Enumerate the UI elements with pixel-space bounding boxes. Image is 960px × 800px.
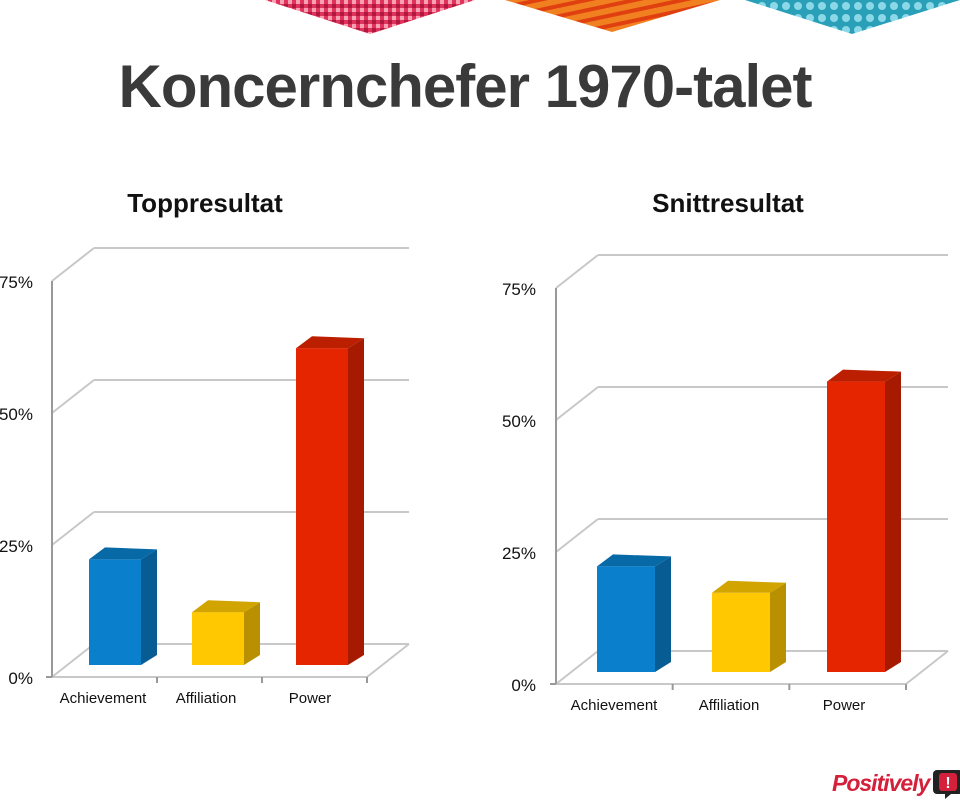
bar-side xyxy=(655,556,671,672)
bar-achievement xyxy=(597,554,671,672)
y-tick-label: 50% xyxy=(502,412,536,431)
bar-affiliation xyxy=(712,580,786,672)
y-tick-label: 75% xyxy=(502,280,536,299)
bar-side xyxy=(885,371,901,672)
bar-side xyxy=(770,582,786,672)
y-tick-label: 50% xyxy=(0,405,33,424)
speech-bubble-icon: ! xyxy=(933,770,960,799)
decorative-ribbons xyxy=(265,0,960,34)
gridline-diag xyxy=(51,643,95,678)
x-tick-label: Achievement xyxy=(571,697,659,714)
floor-edge-diag xyxy=(905,650,949,685)
bar-front xyxy=(712,592,770,672)
y-tick-label: 75% xyxy=(0,273,33,292)
bar-front xyxy=(296,348,348,665)
gridline-diag xyxy=(51,379,95,414)
x-tick-label: Power xyxy=(289,690,332,707)
gridline-diag xyxy=(555,386,599,421)
bar-top xyxy=(296,336,364,349)
bar-top xyxy=(827,369,901,382)
bar-side xyxy=(244,602,260,665)
bar-top xyxy=(89,547,157,560)
ribbon-pink xyxy=(265,0,475,34)
x-tick-label: Affiliation xyxy=(176,690,237,707)
gridline-diag xyxy=(555,650,599,685)
y-tick-label: 0% xyxy=(511,676,536,695)
floor-edge-diag xyxy=(366,643,410,678)
positively-logo: Positively ! xyxy=(832,766,960,800)
bar-top xyxy=(712,580,786,593)
gridline-diag xyxy=(555,518,599,553)
y-tick-label: 25% xyxy=(502,544,536,563)
x-tick-label: Achievement xyxy=(60,690,148,707)
bar-front xyxy=(827,381,885,672)
bar-affiliation xyxy=(192,600,260,665)
bar-achievement xyxy=(89,547,157,665)
logo-text: Positively xyxy=(832,769,930,796)
y-tick-label: 0% xyxy=(8,669,33,688)
bar-front xyxy=(597,566,655,672)
bar-power xyxy=(296,336,364,665)
logo-mark: ! xyxy=(946,775,951,792)
bar-top xyxy=(192,600,260,613)
gridline-diag xyxy=(51,511,95,546)
bar-side xyxy=(141,549,157,665)
bar-front xyxy=(192,612,244,665)
page-title: Koncernchefer 1970-talet xyxy=(118,53,813,120)
bar-power xyxy=(827,369,901,672)
gridline-diag xyxy=(555,254,599,289)
bar-front xyxy=(89,559,141,665)
bar-side xyxy=(348,338,364,665)
x-tick-label: Power xyxy=(823,697,866,714)
chart-title-right: Snittresultat xyxy=(652,188,804,218)
chart-title-left: Toppresultat xyxy=(127,188,283,218)
ribbon-teal xyxy=(745,0,960,34)
ribbon-orange xyxy=(505,0,720,32)
x-tick-label: Affiliation xyxy=(699,697,760,714)
bar-top xyxy=(597,554,671,567)
gridline-diag xyxy=(51,247,95,282)
y-tick-label: 25% xyxy=(0,537,33,556)
